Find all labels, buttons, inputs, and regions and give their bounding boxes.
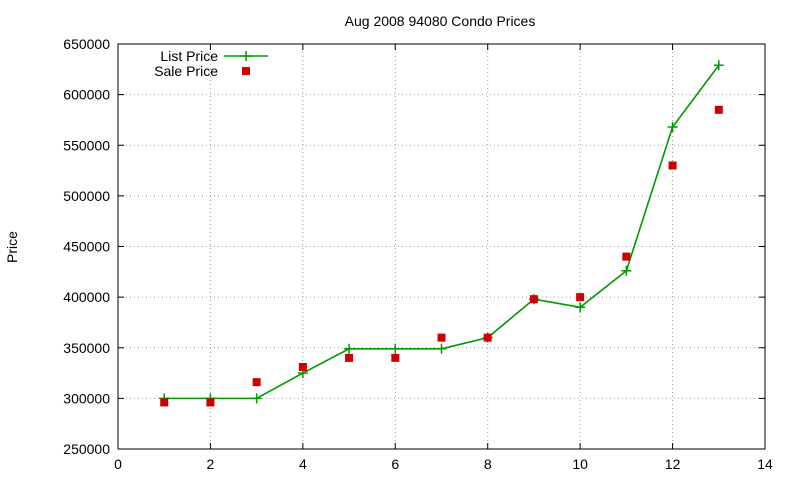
legend-label-sale-price: Sale Price xyxy=(154,63,218,79)
y-tick-label: 450000 xyxy=(63,239,110,255)
y-axis-label: Price xyxy=(4,231,20,263)
legend-marker-sale-price xyxy=(242,67,250,75)
chart-title: Aug 2008 94080 Condo Prices xyxy=(345,13,536,29)
sale-price-point xyxy=(529,295,538,304)
list-price-point xyxy=(390,343,401,354)
sale-price-point xyxy=(206,398,215,407)
y-tick-label: 500000 xyxy=(63,188,110,204)
y-tick-label: 350000 xyxy=(63,340,110,356)
sale-price-point xyxy=(437,333,446,342)
y-tick-label: 300000 xyxy=(63,390,110,406)
list-price-point xyxy=(621,265,632,276)
sale-price-point xyxy=(160,398,169,407)
sale-price-point xyxy=(714,105,723,114)
list-price-point xyxy=(251,393,262,404)
sale-price-point xyxy=(298,362,307,371)
x-tick-label: 0 xyxy=(114,456,122,472)
legend-label-list-price: List Price xyxy=(160,48,218,64)
x-tick-label: 12 xyxy=(665,456,681,472)
list-price-point xyxy=(667,122,678,133)
list-price-point xyxy=(713,60,724,71)
sale-price-point xyxy=(252,378,261,387)
list-price-point xyxy=(344,343,355,354)
sale-price-point xyxy=(622,252,631,261)
sale-price-point xyxy=(345,353,354,362)
sale-price-point xyxy=(483,333,492,342)
y-tick-label: 400000 xyxy=(63,289,110,305)
x-tick-label: 8 xyxy=(484,456,492,472)
sale-price-point xyxy=(668,161,677,170)
x-tick-label: 6 xyxy=(391,456,399,472)
x-tick-label: 2 xyxy=(207,456,215,472)
legend: List Price Sale Price xyxy=(154,48,268,79)
series xyxy=(159,60,724,407)
x-tick-label: 4 xyxy=(299,456,307,472)
plot-border xyxy=(117,43,766,450)
y-tick-label: 550000 xyxy=(63,137,110,153)
x-tick-label: 10 xyxy=(572,456,588,472)
legend-marker-list-price xyxy=(241,51,251,61)
y-tick-label: 250000 xyxy=(63,441,110,457)
gridlines xyxy=(118,44,765,449)
sale-price-point xyxy=(576,293,585,302)
sale-price-point xyxy=(391,353,400,362)
x-tick-label: 14 xyxy=(757,456,773,472)
y-tick-label: 650000 xyxy=(63,36,110,52)
list-price-point xyxy=(575,302,586,313)
axis-ticks: 0 2 4 6 8 10 12 14 250000 300000 350000 400000 45000… xyxy=(63,36,773,472)
y-tick-label: 600000 xyxy=(63,87,110,103)
list-price-point xyxy=(436,343,447,354)
